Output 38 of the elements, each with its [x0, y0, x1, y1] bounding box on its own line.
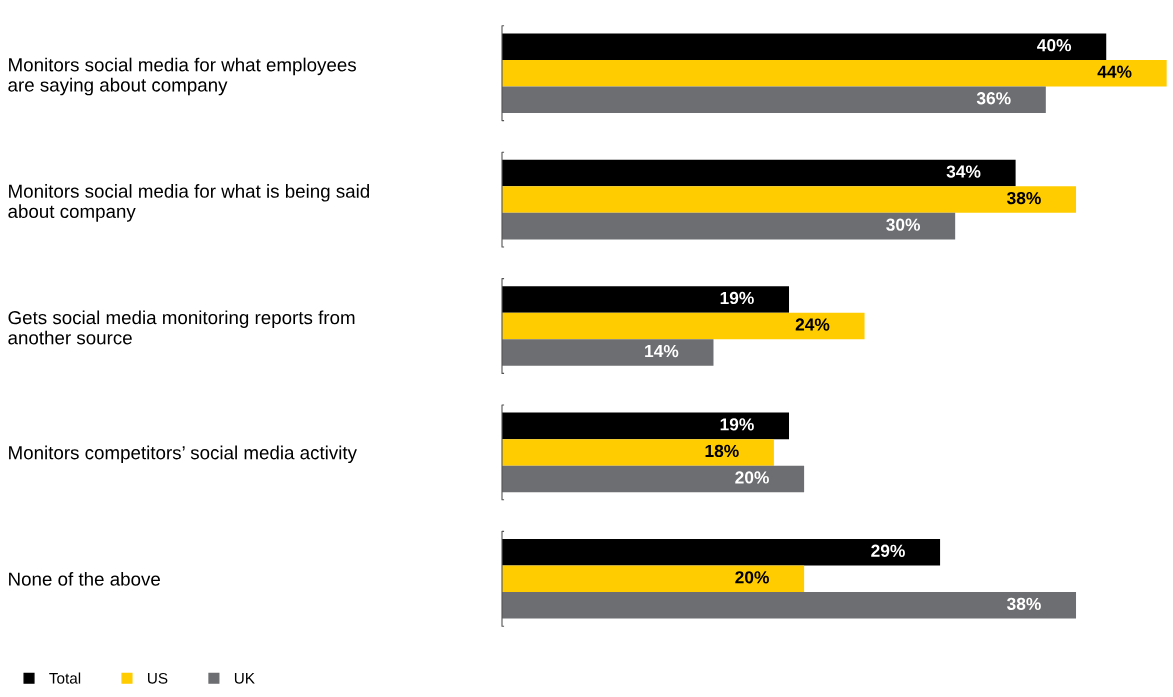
- bar: [502, 312, 865, 340]
- data-label: 24%: [795, 318, 830, 331]
- data-label: 20%: [735, 471, 769, 484]
- bar: [502, 465, 805, 493]
- bar: [502, 186, 1077, 213]
- data-label: 44%: [1097, 65, 1132, 78]
- bar: [502, 592, 1077, 619]
- y-tick-label: Gets social media monitoring reports from another source: [8, 310, 355, 345]
- bar: [502, 412, 790, 440]
- bar: [502, 439, 774, 466]
- bar: [502, 86, 1046, 114]
- bar: [502, 59, 1167, 87]
- legend-label: US: [148, 672, 168, 684]
- bar: [502, 212, 956, 240]
- data-label: 19%: [720, 418, 754, 431]
- bar: [502, 159, 1016, 187]
- data-label: 29%: [871, 544, 905, 557]
- bar: [502, 286, 790, 313]
- y-tick-label: Monitors competitors’ social media activity: [9, 445, 357, 464]
- data-label: 36%: [976, 92, 1011, 105]
- bar: [502, 33, 1107, 60]
- data-label: 38%: [1006, 191, 1041, 205]
- data-label: 38%: [1006, 597, 1041, 611]
- data-label: 34%: [946, 165, 981, 178]
- y-tick-label: None of the above: [9, 572, 160, 586]
- data-label: 40%: [1037, 39, 1072, 52]
- data-label: 19%: [720, 291, 754, 305]
- bar: [502, 565, 805, 593]
- y-tick-label: Monitors social media for what is being said about company: [8, 184, 370, 222]
- bar: [502, 538, 941, 566]
- legend-label: Total: [49, 672, 81, 684]
- bar: [502, 339, 714, 366]
- data-label: 18%: [705, 444, 739, 458]
- data-label: 14%: [645, 344, 679, 358]
- legend-label: UK: [234, 673, 255, 684]
- y-tick-label: Monitors social media for what employees are saying about company: [8, 57, 356, 96]
- data-label: 30%: [886, 218, 921, 231]
- data-label: 20%: [735, 571, 769, 584]
